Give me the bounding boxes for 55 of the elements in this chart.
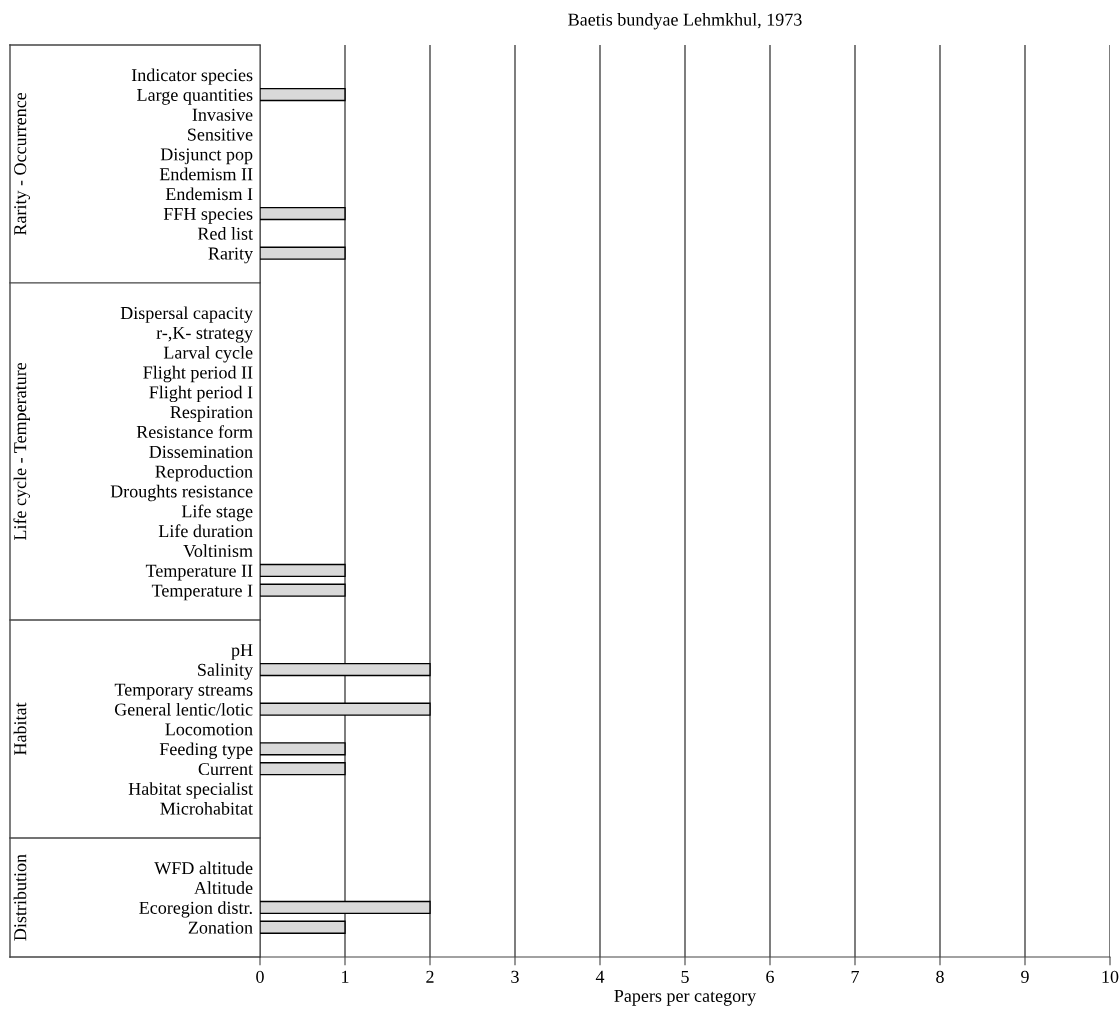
y-tick-label: Temporary streams (114, 683, 253, 700)
y-tick-label: FFH species (163, 207, 253, 224)
y-tick-label: Temperature I (151, 584, 253, 601)
y-tick-label: Habitat specialist (128, 782, 253, 799)
y-tick-label: Life stage (181, 504, 253, 522)
y-tick-label: r-,K- strategy (156, 326, 253, 343)
y-tick-label: Locomotion (165, 723, 253, 736)
y-tick-label: General lentic/lotic (114, 702, 253, 716)
y-tick-label: Endemism I (165, 187, 253, 201)
y-tick-label: Current (198, 762, 253, 776)
x-tick-label: 0 (256, 970, 264, 983)
y-tick-label: Droughts resistance (110, 484, 253, 502)
y-tick-label: Microhabitat (160, 802, 253, 815)
x-tick-label: 8 (936, 970, 944, 983)
y-tick-label: WFD altitude (154, 861, 253, 875)
x-tick-label: 5 (681, 970, 689, 983)
y-tick-label: Large quantities (137, 88, 253, 105)
y-tick-label: Ecoregion distr. (139, 901, 252, 918)
y-tick-label: Feeding type (159, 742, 253, 759)
x-tick-label: 2 (426, 970, 434, 983)
y-tick-label: pH (231, 644, 253, 660)
x-axis-title: Papers per category (614, 990, 757, 1006)
y-axis-title: Rarity - Occurrence (14, 92, 30, 236)
y-axis-title: Habitat (13, 702, 27, 756)
y-tick-label: Respiration (170, 406, 253, 422)
y-tick-label: Flight period II (143, 365, 253, 383)
y-tick-label: Rarity (208, 247, 253, 264)
x-tick-label: 3 (511, 970, 519, 983)
y-tick-label: Temperature II (145, 564, 253, 581)
y-tick-label: Life duration (158, 524, 253, 538)
y-tick-label: Zonation (188, 921, 253, 934)
y-axis-title: Distribution (13, 854, 27, 941)
y-tick-label: Voltinism (183, 544, 253, 558)
y-tick-label: Dissemination (149, 445, 253, 458)
y-tick-label: Altitude (194, 881, 253, 895)
y-tick-label: Reproduction (155, 465, 253, 482)
y-tick-label: Dispersal capacity (120, 306, 253, 323)
y-tick-label: Red list (197, 227, 253, 240)
x-tick-label: 1 (342, 970, 349, 983)
y-tick-label: Indicator species (131, 68, 253, 85)
y-axis-title: Life cycle - Temperature (13, 362, 30, 541)
x-tick-label: 10 (1102, 970, 1119, 983)
y-tick-label: Resistance form (136, 425, 253, 439)
y-tick-label: Disjunct pop (160, 148, 253, 165)
x-tick-label: 7 (851, 970, 859, 983)
y-tick-label: Invasive (192, 108, 253, 121)
x-tick-label: 6 (766, 970, 774, 983)
y-tick-label: Sensitive (188, 128, 253, 141)
y-tick-label: Salinity (198, 663, 253, 680)
y-tick-label: Flight period I (149, 385, 253, 403)
chart-title: Baetis bundyae Lehmkhul, 1973 (568, 13, 802, 30)
x-tick-label: 9 (1021, 970, 1029, 983)
x-tick-label: 4 (595, 970, 605, 983)
y-tick-label: Larval cycle (163, 346, 253, 363)
y-tick-label: Endemism II (159, 167, 253, 181)
